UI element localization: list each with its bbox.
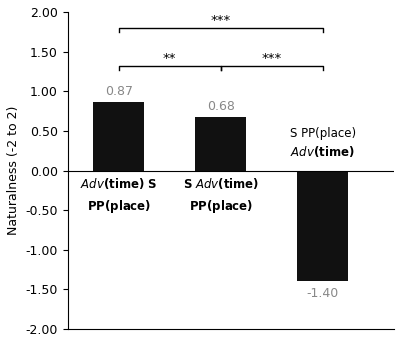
- Text: $\mathbf{PP(place)}$: $\mathbf{PP(place)}$: [188, 198, 253, 215]
- Text: **: **: [163, 52, 176, 65]
- Bar: [297, 171, 348, 281]
- Text: $\mathbf{S\ }$$\mathbf{\mathit{Adv}}$$\mathbf{(time)}$: $\mathbf{S\ }$$\mathbf{\mathit{Adv}}$$\m…: [182, 176, 259, 191]
- Text: ***: ***: [211, 14, 231, 27]
- Bar: [93, 101, 144, 171]
- Bar: [195, 117, 246, 171]
- Text: $\mathbf{PP(place)}$: $\mathbf{PP(place)}$: [87, 198, 151, 215]
- Text: ***: ***: [261, 52, 282, 65]
- Text: 0.87: 0.87: [105, 85, 133, 98]
- Text: $\mathbf{\mathit{Adv}}$$\mathbf{(time)}$: $\mathbf{\mathit{Adv}}$$\mathbf{(time)}$: [290, 143, 355, 159]
- Text: $\mathbf{\mathit{Adv}}$$\mathbf{(time)\ S}$: $\mathbf{\mathit{Adv}}$$\mathbf{(time)\ …: [80, 176, 157, 191]
- Text: S PP(place): S PP(place): [290, 127, 356, 140]
- Text: -1.40: -1.40: [306, 287, 339, 300]
- Y-axis label: Naturalness (-2 to 2): Naturalness (-2 to 2): [7, 106, 20, 235]
- Text: 0.68: 0.68: [207, 100, 235, 112]
